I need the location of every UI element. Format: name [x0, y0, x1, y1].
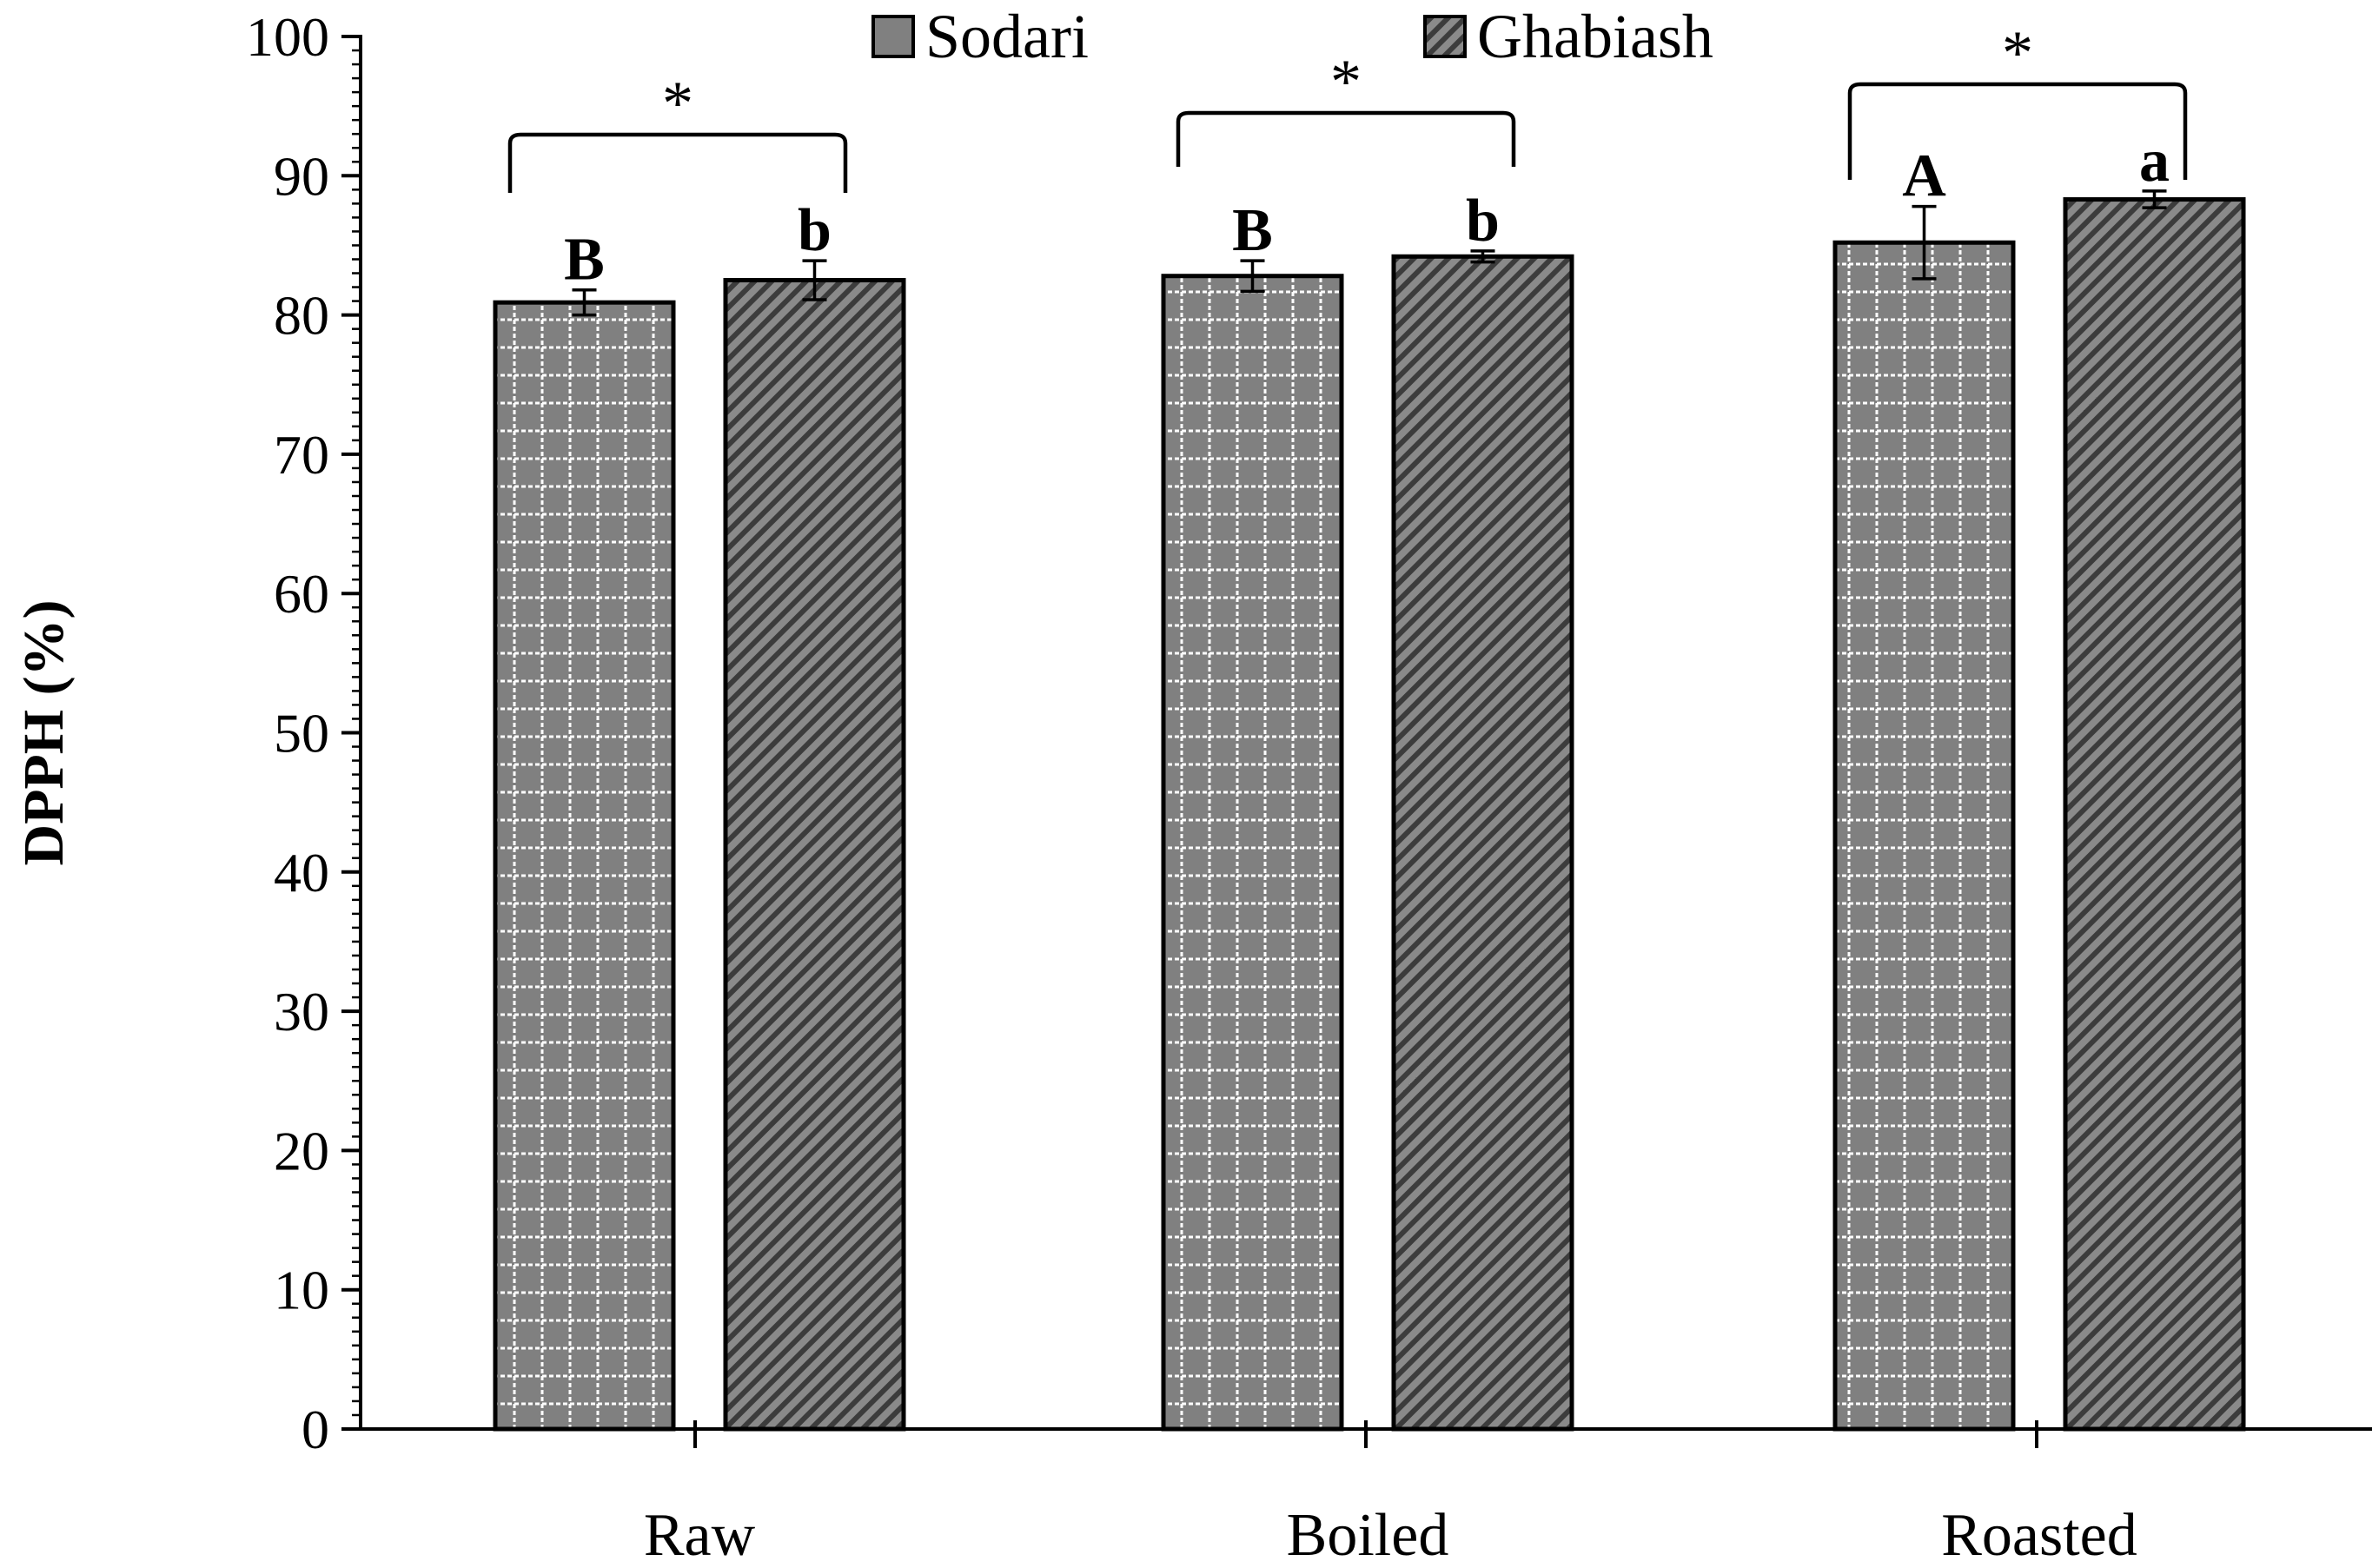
bar-sodari — [493, 300, 676, 1432]
y-tick-label: 10 — [274, 1260, 329, 1321]
significance-bracket — [507, 132, 848, 193]
legend-swatch-ghabiash — [1423, 15, 1467, 58]
significance-letter: b — [798, 197, 832, 264]
significance-letter: B — [564, 227, 605, 294]
y-tick-label: 40 — [274, 842, 329, 903]
significance-letter: B — [1232, 197, 1273, 264]
legend-swatch-sodari — [871, 15, 915, 58]
legend-label-sodari: Sodari — [925, 2, 1089, 71]
y-tick-label: 20 — [274, 1120, 329, 1181]
y-tick-label: 0 — [302, 1399, 329, 1460]
significance-letter: b — [1466, 188, 1500, 255]
bar-ghabiash — [723, 278, 906, 1432]
significance-bracket — [1847, 82, 2188, 180]
y-tick-label: 60 — [274, 563, 329, 625]
significance-letter: a — [2139, 128, 2170, 195]
legend-label-ghabiash: Ghabiash — [1477, 2, 1713, 71]
bar-ghabiash — [1391, 254, 1574, 1432]
y-tick-label: 90 — [274, 145, 329, 207]
significance-star: * — [1330, 47, 1362, 116]
significance-star: * — [2002, 18, 2033, 88]
significance-bracket — [1176, 110, 1516, 167]
x-category-label: Boiled — [1287, 1502, 1449, 1564]
x-category-label: Roasted — [1941, 1502, 2137, 1564]
y-tick-label: 30 — [274, 981, 329, 1042]
y-tick-label: 70 — [274, 424, 329, 486]
significance-star: * — [662, 69, 693, 138]
bar-sodari — [1161, 274, 1344, 1432]
y-tick-label: 100 — [246, 6, 329, 68]
bar-sodari — [1832, 240, 2016, 1432]
bar-ghabiash — [2063, 197, 2246, 1432]
y-tick-label: 80 — [274, 285, 329, 347]
x-category-label: Raw — [644, 1502, 756, 1564]
significance-letter: A — [1902, 143, 1946, 210]
y-axis-label: DPPH (%) — [12, 599, 76, 865]
y-tick-label: 50 — [274, 703, 329, 764]
